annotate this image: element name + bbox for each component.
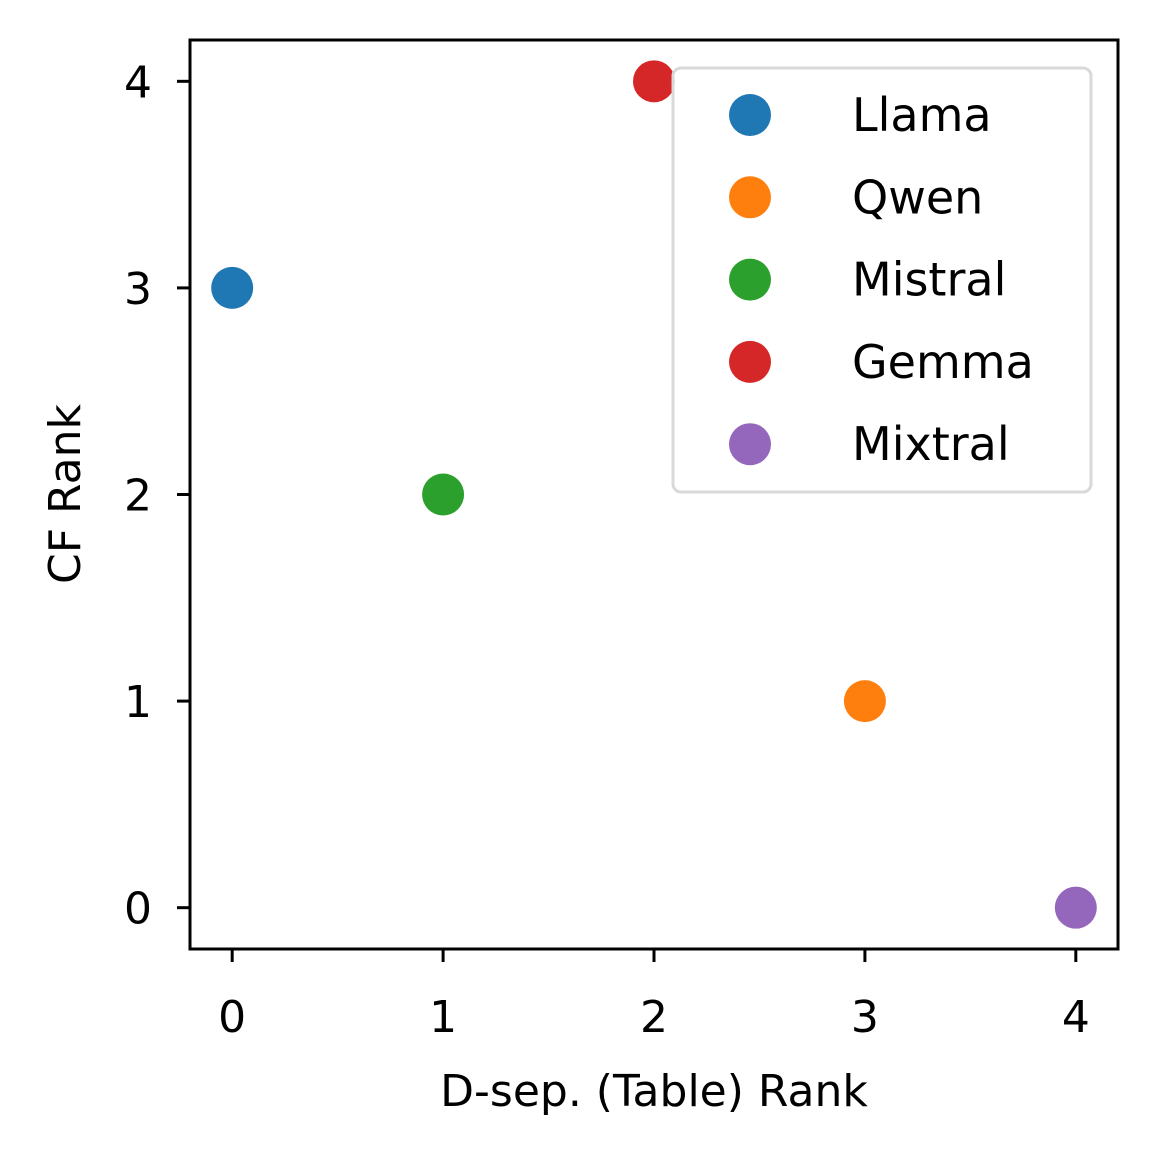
y-tick-label: 2 — [124, 471, 152, 522]
y-axis-label: CF Rank — [40, 404, 91, 584]
legend-label-llama: Llama — [852, 88, 992, 142]
legend-marker-llama — [729, 94, 771, 136]
x-tick-label: 2 — [640, 992, 668, 1043]
y-tick-label: 1 — [124, 677, 152, 728]
data-points — [211, 60, 1097, 929]
legend-label-qwen: Qwen — [852, 170, 983, 224]
x-axis-label: D-sep. (Table) Rank — [440, 1066, 868, 1117]
x-tick-label: 3 — [851, 992, 879, 1043]
y-tick-label: 3 — [124, 264, 152, 315]
legend-label-mistral: Mistral — [852, 253, 1006, 307]
y-tick-label: 4 — [124, 57, 152, 108]
legend-marker-mistral — [729, 258, 771, 301]
legend-marker-gemma — [729, 340, 771, 383]
legend-label-gemma: Gemma — [852, 335, 1034, 389]
y-axis-ticks: 0 1 2 3 4 — [124, 57, 190, 935]
point-mixtral — [1054, 886, 1097, 929]
point-qwen — [843, 680, 886, 723]
point-mistral — [422, 473, 465, 516]
legend-marker-mixtral — [729, 423, 771, 466]
point-gemma — [633, 60, 675, 103]
x-axis-ticks: 0 1 2 3 4 — [218, 949, 1090, 1043]
legend-label-mixtral: Mixtral — [852, 417, 1010, 471]
legend-marker-qwen — [729, 176, 771, 219]
legend: Llama Qwen Mistral Gemma Mixtral — [671, 66, 1093, 494]
x-tick-label: 4 — [1062, 992, 1090, 1043]
x-tick-label: 1 — [429, 992, 457, 1043]
x-tick-label: 0 — [218, 992, 246, 1043]
y-tick-label: 0 — [124, 884, 152, 935]
legend-box — [671, 66, 1093, 494]
point-llama — [211, 266, 254, 309]
